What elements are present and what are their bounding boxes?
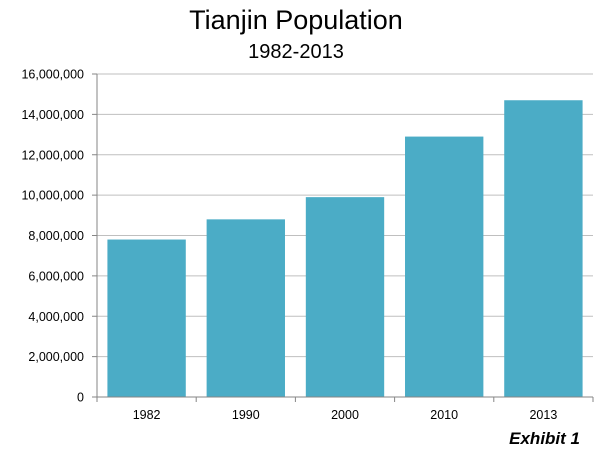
bars [107, 100, 583, 398]
x-tick-label: 2013 [529, 408, 557, 422]
x-tick-label: 2010 [430, 408, 458, 422]
bar-1990 [206, 219, 285, 397]
y-axis-ticks: 0 2,000,000 4,000,000 6,000,000 8,000,000 10,… [21, 68, 98, 405]
y-tick-label: 6,000,000 [28, 269, 84, 283]
exhibit-label: Exhibit 1 [509, 429, 580, 448]
y-tick-label: 14,000,000 [21, 108, 84, 122]
y-tick-label: 12,000,000 [21, 148, 84, 162]
y-tick-label: 4,000,000 [28, 310, 84, 324]
y-tick-label: 10,000,000 [21, 189, 84, 203]
y-tick-label: 2,000,000 [28, 350, 84, 364]
x-tick-label: 1982 [133, 408, 161, 422]
bar-2000 [305, 197, 385, 397]
y-tick-label: 8,000,000 [28, 229, 84, 243]
bar-2010 [405, 136, 484, 398]
y-tick-label: 0 [77, 391, 84, 405]
y-tick-label: 16,000,000 [21, 68, 84, 82]
chart-subtitle: 1982-2013 [248, 41, 344, 63]
x-tick-label: 1990 [232, 408, 260, 422]
x-tick-label: 2000 [331, 408, 359, 422]
bar-1982 [107, 239, 186, 397]
x-axis-ticks: 1982 1990 2000 2010 2013 [96, 397, 594, 422]
bar-2013 [504, 100, 583, 398]
chart-title: Tianjin Population [189, 5, 403, 35]
